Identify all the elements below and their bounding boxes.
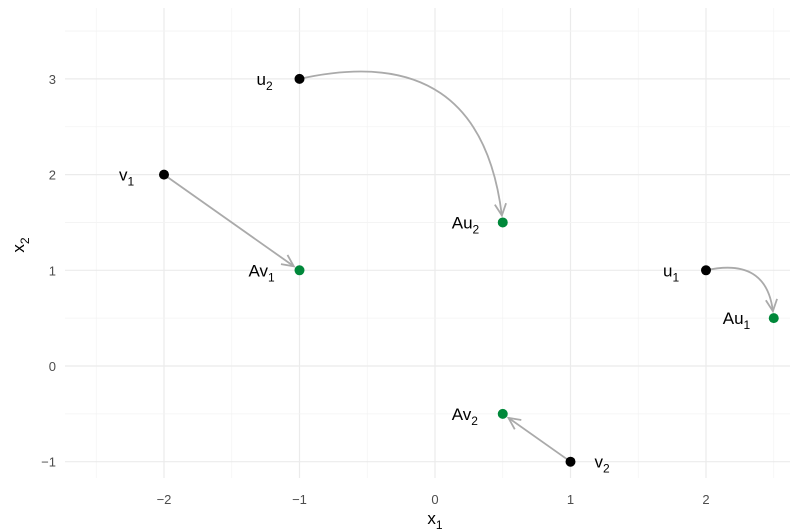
point-Av2 bbox=[497, 408, 508, 419]
arrow-u2-to-Au2 bbox=[299, 70, 503, 216]
arrow-v1-to-Av1 bbox=[163, 173, 295, 267]
y-tick-label: −1 bbox=[41, 455, 56, 470]
points bbox=[159, 73, 779, 467]
y-tick-label: 3 bbox=[49, 72, 56, 87]
arrow-u1-to-Au1 bbox=[705, 266, 774, 312]
x-axis-title: x1 bbox=[427, 509, 443, 530]
point-v1 bbox=[159, 169, 169, 180]
point-Au2 bbox=[497, 217, 508, 228]
label-Av1: Av1 bbox=[249, 261, 276, 284]
label-u1: u1 bbox=[663, 261, 679, 284]
x-tick-label: 1 bbox=[567, 492, 574, 507]
arrowhead-Au1 bbox=[765, 298, 778, 314]
label-Au2: Au2 bbox=[452, 213, 480, 236]
tick-labels: −2 −1 0 1 2 −1 0 1 2 3 bbox=[41, 72, 709, 507]
x-tick-label: 0 bbox=[431, 492, 438, 507]
y-tick-label: 2 bbox=[49, 168, 56, 183]
y-tick-label: 1 bbox=[49, 263, 56, 278]
x-tick-label: 2 bbox=[702, 492, 709, 507]
point-u1 bbox=[701, 265, 711, 276]
arrow-v2-to-Av2 bbox=[507, 417, 572, 463]
label-v1: v1 bbox=[119, 166, 135, 189]
point-v2 bbox=[565, 456, 576, 467]
label-Av2: Av2 bbox=[452, 405, 479, 428]
y-tick-label: 0 bbox=[49, 359, 56, 374]
x-tick-label: −1 bbox=[292, 492, 307, 507]
point-labels: v1 u2 u1 v2 Av1 Au2 Au1 Av2 bbox=[119, 70, 751, 476]
label-v2: v2 bbox=[595, 453, 611, 476]
x-tick-label: −2 bbox=[157, 492, 172, 507]
grid bbox=[65, 8, 790, 478]
label-u2: u2 bbox=[257, 70, 273, 93]
label-Au1: Au1 bbox=[723, 309, 751, 332]
arrows bbox=[163, 70, 778, 463]
point-Av1 bbox=[294, 265, 305, 276]
y-axis-title: x2 bbox=[9, 237, 32, 253]
point-u2 bbox=[294, 73, 305, 84]
point-Au1 bbox=[768, 313, 779, 324]
arrowhead-Au2 bbox=[494, 202, 507, 218]
